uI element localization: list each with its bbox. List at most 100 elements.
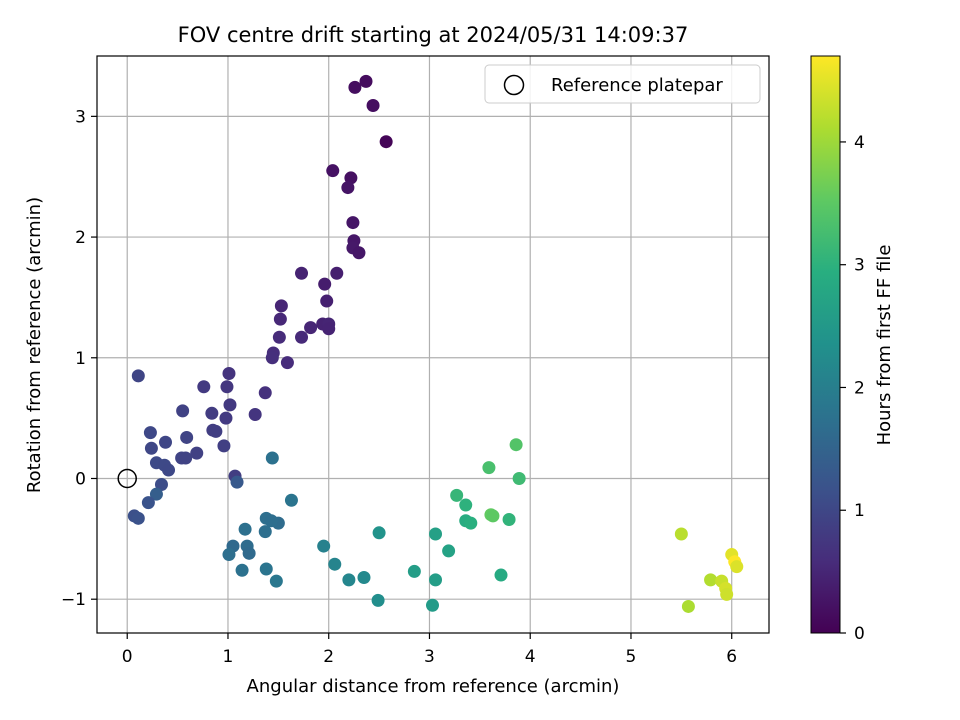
colorbar: 0 1 2 3 4 Hours from first FF file — [810, 55, 895, 644]
x-tick-label: 0 — [122, 647, 133, 667]
data-point — [258, 386, 272, 400]
data-point — [342, 573, 356, 587]
data-point — [379, 135, 393, 149]
data-point — [341, 181, 355, 195]
data-point — [248, 408, 262, 422]
x-axis-ticks: 0 1 2 3 4 5 6 — [122, 633, 737, 667]
data-point — [357, 570, 371, 584]
data-point — [264, 514, 278, 528]
data-point — [272, 330, 286, 344]
data-point — [320, 294, 334, 308]
data-point — [407, 564, 421, 578]
data-point — [442, 544, 456, 558]
data-point — [205, 406, 219, 420]
data-point — [425, 598, 439, 612]
colorbar-tick-label: 0 — [854, 624, 865, 644]
data-point — [265, 351, 279, 365]
colorbar-tick-label: 3 — [854, 256, 865, 276]
plot-frame — [96, 55, 770, 634]
legend-entry-label: Reference platepar — [551, 75, 723, 96]
data-point — [371, 593, 385, 607]
data-point — [486, 509, 500, 523]
data-point — [352, 246, 366, 260]
data-point — [720, 587, 734, 601]
data-point — [154, 478, 168, 492]
data-point — [284, 493, 298, 507]
data-point — [346, 216, 360, 230]
chart-title: FOV centre drift starting at 2024/05/31 … — [178, 23, 689, 47]
x-tick-label: 2 — [323, 647, 334, 667]
colorbar-label: Hours from first FF file — [874, 245, 895, 446]
data-point — [149, 487, 163, 501]
data-point — [235, 563, 249, 577]
data-point — [230, 475, 244, 489]
colorbar-ticks: 0 1 2 3 4 — [840, 133, 865, 644]
data-point — [482, 461, 496, 475]
data-point — [197, 380, 211, 394]
data-point — [274, 299, 288, 313]
x-tick-label: 1 — [223, 647, 234, 667]
data-point — [704, 573, 718, 587]
data-point — [258, 525, 272, 539]
data-point — [512, 471, 526, 485]
data-point — [162, 463, 176, 477]
data-point — [179, 451, 193, 465]
data-point — [366, 98, 380, 112]
data-point — [259, 562, 273, 576]
x-axis-label: Angular distance from reference (arcmin) — [247, 676, 620, 697]
data-point — [265, 451, 279, 465]
data-point — [238, 522, 252, 536]
y-axis-ticks: −1 0 1 2 3 — [61, 107, 97, 610]
data-point — [222, 366, 236, 380]
data-point — [131, 369, 145, 383]
data-point — [674, 527, 688, 541]
grid-lines — [97, 56, 769, 633]
data-point — [429, 573, 443, 587]
data-point — [159, 435, 173, 449]
data-point — [328, 557, 342, 571]
data-point — [180, 430, 194, 444]
legend: Reference platepar — [484, 64, 761, 104]
data-point — [131, 511, 145, 525]
data-point — [280, 356, 294, 370]
data-point — [242, 546, 256, 560]
data-point — [322, 322, 336, 336]
data-point — [143, 426, 157, 440]
data-point — [220, 380, 234, 394]
data-point — [222, 548, 236, 562]
data-point — [502, 513, 516, 527]
y-tick-label: 1 — [75, 349, 86, 369]
data-point — [459, 498, 473, 512]
data-point — [141, 496, 155, 510]
x-tick-label: 5 — [626, 647, 637, 667]
data-point — [318, 277, 332, 291]
data-point — [269, 574, 283, 588]
legend-box — [484, 64, 761, 104]
data-point — [223, 398, 237, 412]
colorbar-tick-label: 1 — [854, 501, 865, 521]
data-point — [464, 516, 478, 530]
x-tick-label: 4 — [525, 647, 536, 667]
data-point — [219, 411, 233, 425]
data-points — [127, 74, 744, 613]
y-tick-label: 2 — [75, 228, 86, 248]
x-tick-label: 6 — [726, 647, 737, 667]
y-axis-label: Rotation from reference (arcmin) — [24, 197, 45, 493]
colorbar-tick-label: 2 — [854, 378, 865, 398]
y-tick-label: 0 — [75, 469, 86, 489]
data-point — [304, 321, 318, 335]
data-point — [326, 164, 340, 178]
data-point — [450, 488, 464, 502]
y-tick-label: 3 — [75, 107, 86, 127]
data-point — [209, 424, 223, 438]
legend-reference-marker — [503, 74, 525, 96]
data-point — [372, 526, 386, 540]
x-tick-label: 3 — [424, 647, 435, 667]
reference-platepar-marker — [117, 468, 137, 489]
data-point — [217, 439, 231, 453]
y-tick-label: −1 — [61, 590, 86, 610]
data-point — [273, 312, 287, 326]
data-point — [348, 80, 362, 94]
data-point — [681, 599, 695, 613]
